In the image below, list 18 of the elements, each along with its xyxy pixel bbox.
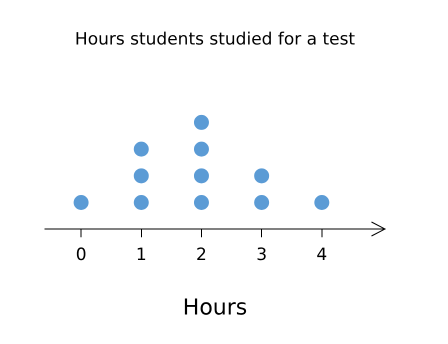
x-tick-label: 1 [136,244,147,265]
x-tick-label: 2 [196,244,207,265]
x-tick-label: 0 [76,244,87,265]
point [194,168,209,184]
point [254,168,270,184]
point [74,195,89,210]
point [134,195,149,210]
point [194,114,209,130]
x-tick-label: 3 [256,244,268,265]
point [194,142,209,157]
point [314,195,330,210]
point [134,168,149,184]
x-axis-title: Hours [182,296,248,321]
chart-title: Hours students studied for a test [74,30,356,50]
point [134,142,149,157]
point [194,195,209,210]
x-tick-label: 4 [316,244,328,265]
point [254,195,270,210]
